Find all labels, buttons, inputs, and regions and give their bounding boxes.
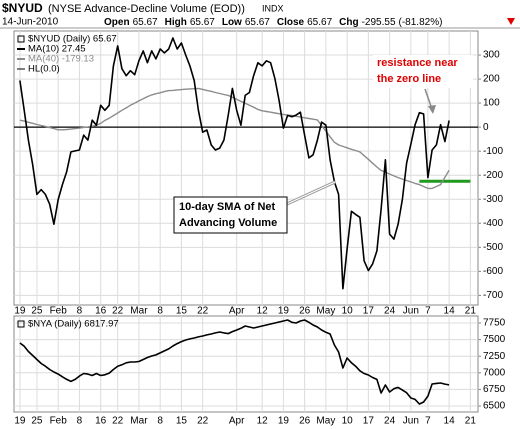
exchange: INDX <box>262 3 284 13</box>
x-tick-label: 7 <box>425 306 431 317</box>
x-tick-label: 16 <box>95 416 107 427</box>
x-tick-label: 17 <box>363 416 375 427</box>
x-tick-label: 16 <box>95 306 107 317</box>
x-tick-label: 15 <box>176 416 188 427</box>
x-tick-label: Jun <box>403 306 419 317</box>
legend-label: HL(0.0) <box>28 64 60 75</box>
y-tick-label: 6750 <box>483 384 506 395</box>
x-tick-label: Jun <box>403 416 419 427</box>
x-tick-label: 14 <box>444 306 456 317</box>
x-tick-label: Apr <box>229 306 245 317</box>
x-tick-label: 19 <box>278 306 290 317</box>
x-tick-label: 21 <box>465 416 477 427</box>
y-tick-label: -100 <box>483 146 503 157</box>
index-name: (NYSE Advance-Decline Volume (EOD)) <box>48 3 245 15</box>
change-pct: (-81.82%) <box>399 17 443 28</box>
quote-label: Close <box>277 17 305 28</box>
x-tick-label: 26 <box>299 306 311 317</box>
x-tick-label: 26 <box>299 416 311 427</box>
y-tick-label: 200 <box>483 74 500 85</box>
x-tick-label: 15 <box>176 306 188 317</box>
x-tick-label: 19 <box>14 306 26 317</box>
x-tick-label: 24 <box>384 306 396 317</box>
x-tick-label: 17 <box>363 306 375 317</box>
y-tick-label: -700 <box>483 290 503 301</box>
x-tick-label: Apr <box>229 416 245 427</box>
annotation-text: 10-day SMA of Net <box>179 201 276 213</box>
x-tick-label: 22 <box>197 416 209 427</box>
legend-title: $NYUD (Daily) 65.67 <box>28 34 117 45</box>
x-tick-label: 8 <box>157 416 163 427</box>
date: 14-Jun-2010 <box>2 17 59 28</box>
annotation-text: Advancing Volume <box>179 217 277 229</box>
y-tick-label: 300 <box>483 50 500 61</box>
series-line <box>19 319 450 405</box>
y-tick-label: -300 <box>483 194 503 205</box>
quote-value: 65.67 <box>190 17 215 28</box>
x-tick-label: 22 <box>112 416 124 427</box>
annotation-arrowhead <box>428 105 436 114</box>
x-tick-label: 25 <box>31 416 43 427</box>
annotation-text: the zero line <box>377 73 441 85</box>
quote-value: 65.67 <box>307 17 332 28</box>
x-tick-label: 8 <box>77 306 83 317</box>
quote-label: Open <box>104 17 130 28</box>
x-tick-label: 12 <box>257 416 269 427</box>
y-tick-label: -600 <box>483 266 503 277</box>
x-tick-label: Feb <box>50 306 68 317</box>
annotation-box <box>373 55 473 88</box>
x-tick-label: 25 <box>31 306 43 317</box>
legend-swatch <box>17 320 25 328</box>
quote-value: 65.67 <box>133 17 158 28</box>
x-tick-label: 22 <box>112 306 124 317</box>
annotation-pointer-inner <box>286 181 336 205</box>
x-tick-label: 10 <box>342 306 354 317</box>
quote-label: Chg <box>339 17 358 28</box>
x-tick-label: 19 <box>278 416 290 427</box>
y-tick-label: -200 <box>483 170 503 181</box>
x-tick-label: Feb <box>50 416 68 427</box>
x-tick-label: 22 <box>197 306 209 317</box>
legend-swatch <box>17 35 25 43</box>
y-tick-label: 7000 <box>483 367 506 378</box>
y-tick-label: 7750 <box>483 318 506 329</box>
x-tick-label: 8 <box>77 416 83 427</box>
y-tick-label: 7500 <box>483 334 506 345</box>
x-tick-label: 21 <box>465 306 477 317</box>
y-tick-label: 100 <box>483 98 500 109</box>
plot-area <box>13 315 479 413</box>
quote-value: -295.55 <box>362 17 396 28</box>
y-tick-label: -500 <box>483 242 503 253</box>
x-tick-label: 7 <box>425 416 431 427</box>
symbol: $NYUD <box>2 1 43 15</box>
x-tick-label: 10 <box>342 416 354 427</box>
series-line <box>19 37 450 290</box>
x-tick-label: Mar <box>130 306 148 317</box>
legend-label: MA(10) 27.45 <box>28 44 86 55</box>
legend-label: MA(40) -179.13 <box>28 54 94 65</box>
x-tick-label: May <box>316 306 335 317</box>
x-tick-label: Mar <box>130 416 148 427</box>
x-tick-label: 8 <box>157 306 163 317</box>
y-tick-label: 6500 <box>483 401 506 412</box>
x-tick-label: 24 <box>384 416 396 427</box>
quote-label: Low <box>222 17 242 28</box>
quote: Open 65.67 High 65.67 Low 65.67 Close 65.67 Chg -… <box>104 17 442 28</box>
x-tick-label: May <box>316 416 335 427</box>
legend-title: $NYA (Daily) 6817.97 <box>28 319 119 330</box>
y-tick-label: 7250 <box>483 351 506 362</box>
annotation-text: resistance near <box>377 57 458 69</box>
quote-value: 65.67 <box>245 17 270 28</box>
y-tick-label: 0 <box>483 122 489 133</box>
quote-label: High <box>165 17 187 28</box>
x-tick-label: 12 <box>257 306 269 317</box>
y-tick-label: -400 <box>483 218 503 229</box>
x-tick-label: 19 <box>14 416 26 427</box>
down-arrow <box>507 18 515 25</box>
annotation-box <box>173 196 288 234</box>
x-tick-label: 14 <box>444 416 456 427</box>
